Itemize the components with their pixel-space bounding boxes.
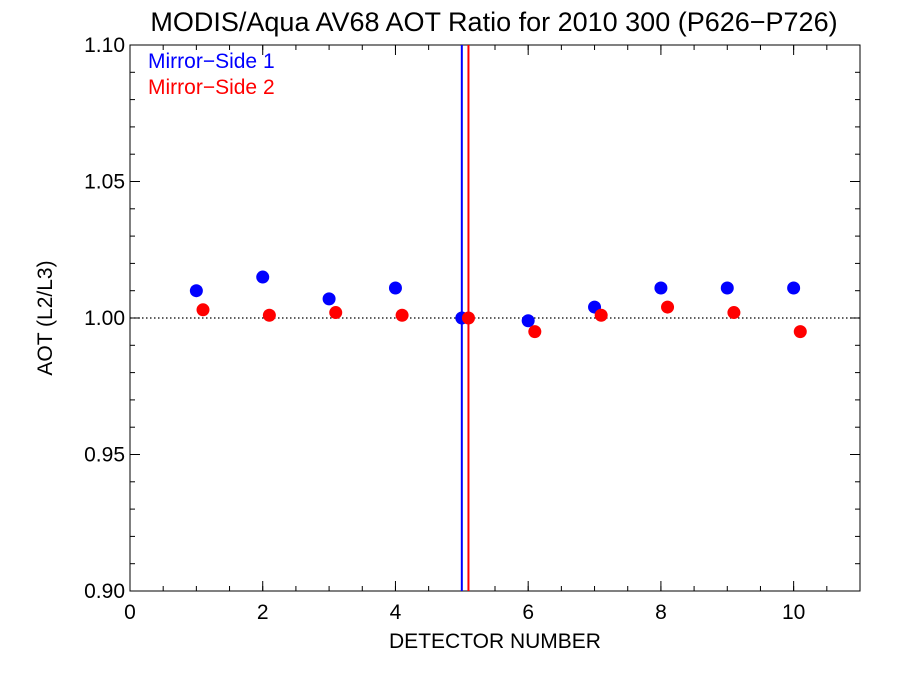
y-tick-label: 1.10 (84, 34, 125, 57)
mirror-side-1-point (654, 281, 668, 295)
mirror-side-2-point (727, 306, 741, 320)
data-markers (189, 270, 807, 339)
mirror-side-1-point (521, 314, 535, 328)
mirror-side-1-point (720, 281, 734, 295)
mirror-side-1-point (189, 284, 203, 298)
y-tick-label: 0.90 (84, 580, 125, 603)
chart-title: MODIS/Aqua AV68 AOT Ratio for 2010 300 (… (150, 7, 837, 37)
mirror-side-2-point (528, 325, 542, 339)
mirror-side-2-point (262, 308, 276, 322)
x-tick-label: 8 (655, 601, 667, 624)
mirror-side-2-point (461, 311, 475, 325)
mirror-side-2-point (661, 300, 675, 314)
reference-lines (130, 45, 860, 591)
x-axis-label: DETECTOR NUMBER (389, 630, 601, 653)
mirror-side-2-point (594, 308, 608, 322)
mirror-side-2-point (793, 325, 807, 339)
minor-ticks (130, 45, 860, 591)
y-axis-label: AOT (L2/L3) (34, 260, 57, 375)
mirror-side-2-point (196, 303, 210, 317)
mirror-side-1-point (322, 292, 336, 306)
y-axis: 0.90 0.95 1.00 1.05 1.10 (84, 34, 860, 603)
x-tick-label: 0 (124, 601, 136, 624)
y-tick-label: 1.05 (84, 171, 125, 194)
x-tick-label: 6 (522, 601, 534, 624)
legend-entry: Mirror−Side 1 (148, 50, 275, 73)
mirror-side-1-point (388, 281, 402, 295)
x-axis: 0 2 4 6 8 10 (124, 45, 805, 624)
mirror-side-1-point (256, 270, 270, 284)
mirror-side-2-point (329, 306, 343, 320)
legend: Mirror−Side 1 Mirror−Side 2 (148, 50, 275, 99)
x-tick-label: 2 (257, 601, 269, 624)
legend-entry: Mirror−Side 2 (148, 76, 275, 99)
mirror-side-1-point (787, 281, 801, 295)
x-tick-label: 10 (782, 601, 805, 624)
mirror-side-2-point (395, 308, 409, 322)
y-tick-label: 0.95 (84, 444, 125, 467)
x-tick-label: 4 (390, 601, 402, 624)
y-tick-label: 1.00 (84, 307, 125, 330)
